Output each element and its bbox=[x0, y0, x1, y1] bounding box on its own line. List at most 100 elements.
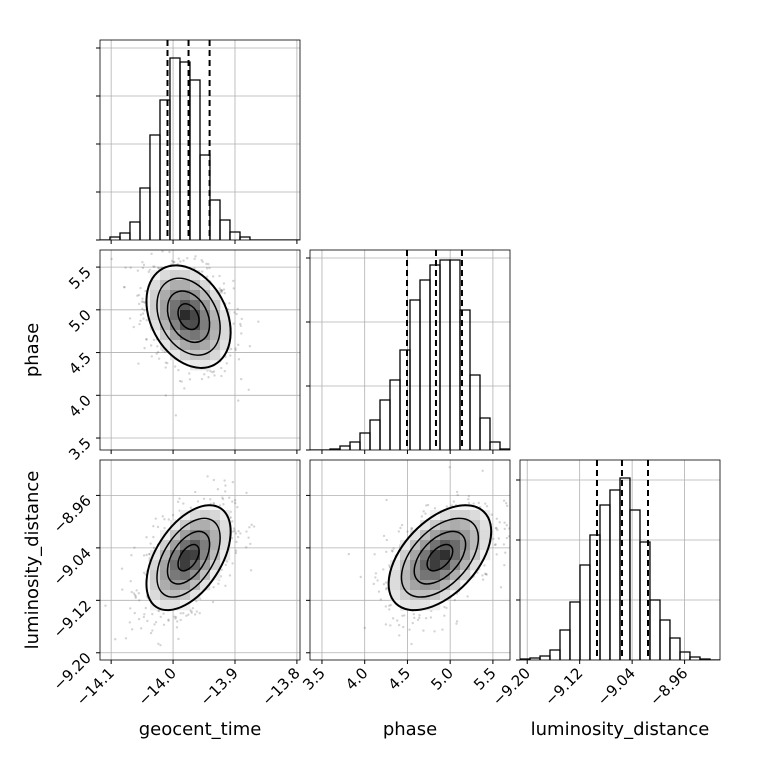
sample-dot bbox=[143, 301, 146, 304]
sample-dot bbox=[410, 642, 413, 646]
sample-dot bbox=[239, 532, 242, 535]
sample-dot bbox=[179, 612, 183, 615]
density-cell bbox=[150, 310, 161, 321]
density-cell bbox=[180, 300, 191, 311]
sample-dot bbox=[484, 573, 488, 576]
sample-dot bbox=[502, 543, 506, 546]
sample-dot bbox=[144, 289, 147, 293]
sample-dot bbox=[257, 320, 260, 323]
density-cell bbox=[200, 320, 211, 331]
sample-dot bbox=[155, 352, 158, 355]
contour-line bbox=[387, 504, 493, 612]
sample-dot bbox=[445, 606, 448, 610]
density-cell bbox=[440, 550, 451, 561]
sample-dot bbox=[237, 529, 240, 533]
sample-dot bbox=[139, 286, 142, 290]
density-cell bbox=[450, 540, 461, 551]
sample-dot bbox=[190, 610, 193, 613]
sample-dot bbox=[167, 618, 170, 621]
sample-dot bbox=[133, 546, 136, 549]
sample-dot bbox=[234, 532, 238, 535]
density-cell bbox=[440, 520, 451, 531]
sample-dot bbox=[231, 530, 235, 533]
sample-dot bbox=[514, 528, 516, 530]
sample-dot bbox=[194, 490, 197, 494]
sample-dot bbox=[347, 552, 351, 556]
sample-dot bbox=[223, 369, 227, 373]
sample-dot bbox=[237, 358, 241, 361]
sample-dot bbox=[136, 294, 139, 297]
density-cell bbox=[190, 310, 201, 321]
sample-dot bbox=[224, 484, 227, 487]
sample-dot bbox=[496, 528, 499, 532]
density-cell bbox=[200, 520, 211, 531]
sample-dot bbox=[224, 563, 227, 567]
hist-bar bbox=[559, 629, 571, 660]
sample-dot bbox=[164, 361, 168, 364]
sample-dot bbox=[154, 620, 158, 624]
sample-dot bbox=[441, 628, 444, 631]
sample-dot bbox=[130, 590, 133, 594]
sample-dot bbox=[231, 520, 234, 523]
sample-dot bbox=[142, 300, 145, 303]
sample-dot bbox=[206, 475, 209, 478]
x-tick-label: −14.0 bbox=[135, 664, 180, 709]
sample-dot bbox=[164, 394, 167, 397]
sample-dot bbox=[232, 527, 236, 530]
density-cell bbox=[470, 510, 481, 521]
sample-dot bbox=[120, 567, 124, 570]
sample-dot bbox=[237, 399, 240, 402]
density-cell bbox=[440, 530, 451, 541]
sample-dot bbox=[483, 572, 487, 575]
density-cell bbox=[160, 560, 171, 571]
sample-dot bbox=[209, 369, 212, 373]
x-tick-label: 3.5 bbox=[299, 664, 329, 694]
density-cell bbox=[400, 590, 411, 601]
sample-dot bbox=[455, 620, 459, 623]
sample-dot bbox=[406, 530, 409, 533]
density-cell bbox=[160, 270, 171, 281]
sample-dot bbox=[412, 612, 416, 616]
density-cell bbox=[220, 530, 231, 541]
contour-line bbox=[166, 290, 211, 344]
sample-dot bbox=[223, 291, 226, 295]
sample-dot bbox=[173, 365, 177, 368]
sample-dot bbox=[190, 611, 193, 614]
sample-dot bbox=[377, 590, 381, 593]
sample-dot bbox=[207, 376, 210, 379]
sample-dot bbox=[179, 618, 182, 622]
sample-dot bbox=[234, 348, 237, 352]
sample-dot bbox=[176, 500, 180, 504]
density-cell bbox=[430, 560, 441, 571]
sample-dot bbox=[245, 491, 248, 495]
density-cell bbox=[190, 530, 201, 541]
sample-dot bbox=[220, 291, 223, 294]
sample-dot bbox=[402, 625, 405, 629]
density-cell bbox=[180, 290, 191, 301]
density-cell bbox=[180, 530, 191, 541]
sample-dot bbox=[203, 373, 206, 376]
hist-bar bbox=[679, 651, 691, 660]
sample-dot bbox=[168, 250, 171, 254]
sample-dot bbox=[129, 580, 132, 583]
hist-bar bbox=[649, 599, 661, 660]
sample-dot bbox=[499, 586, 503, 589]
sample-dot bbox=[222, 288, 226, 291]
density-cell bbox=[400, 550, 411, 561]
density-cell bbox=[170, 320, 181, 331]
sample-dot bbox=[138, 322, 141, 326]
sample-dot bbox=[445, 505, 449, 508]
sample-dot bbox=[212, 370, 216, 373]
hist-bar bbox=[189, 79, 201, 240]
hist-bar bbox=[229, 231, 241, 240]
sample-dot bbox=[225, 560, 229, 563]
density-cell bbox=[170, 540, 181, 551]
hist-bar bbox=[669, 637, 681, 660]
sample-dot bbox=[252, 525, 256, 528]
y-tick-label: −9.12 bbox=[50, 596, 95, 641]
density-cell bbox=[410, 550, 421, 561]
sample-dot bbox=[163, 518, 166, 521]
sample-dot bbox=[161, 515, 164, 518]
density-cell bbox=[150, 590, 161, 601]
sample-dot bbox=[173, 615, 176, 618]
